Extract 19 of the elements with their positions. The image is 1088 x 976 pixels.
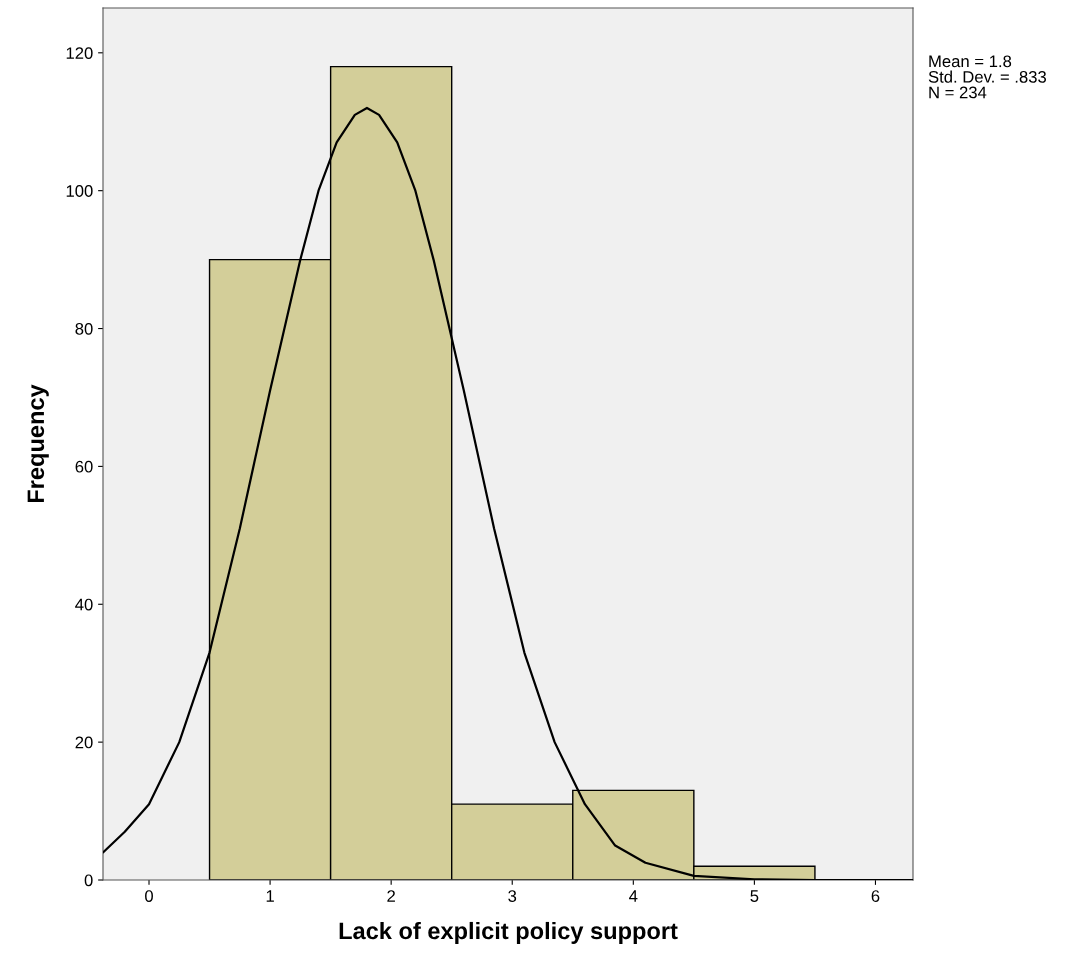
x-tick-label: 4 [629, 890, 638, 902]
text: N = 234 [929, 86, 987, 99]
x-axis-title: Lack of explicit policy support [339, 921, 678, 944]
x-tick-label: 1 [266, 890, 274, 902]
text: Std. Dev. = .833 [928, 70, 1047, 83]
y-axis-title: Frequency [27, 384, 49, 503]
text: Mean = 1.8 [929, 55, 1012, 68]
x-tick-label: 6 [871, 890, 880, 902]
y-tick-label: 80 [75, 322, 93, 335]
x-tick-label: 0 [145, 890, 153, 902]
y-tick-label: 100 [66, 185, 93, 197]
y-tick-label: 40 [75, 598, 93, 611]
y-tick-label: 0 [84, 874, 93, 887]
x-tick-label: 2 [387, 890, 395, 902]
x-tick-label: 5 [750, 890, 759, 902]
y-tick-label: 20 [75, 736, 93, 749]
y-tick-label: 120 [66, 47, 93, 60]
x-tick-label: 3 [508, 890, 517, 902]
y-tick-label: 60 [75, 460, 93, 473]
